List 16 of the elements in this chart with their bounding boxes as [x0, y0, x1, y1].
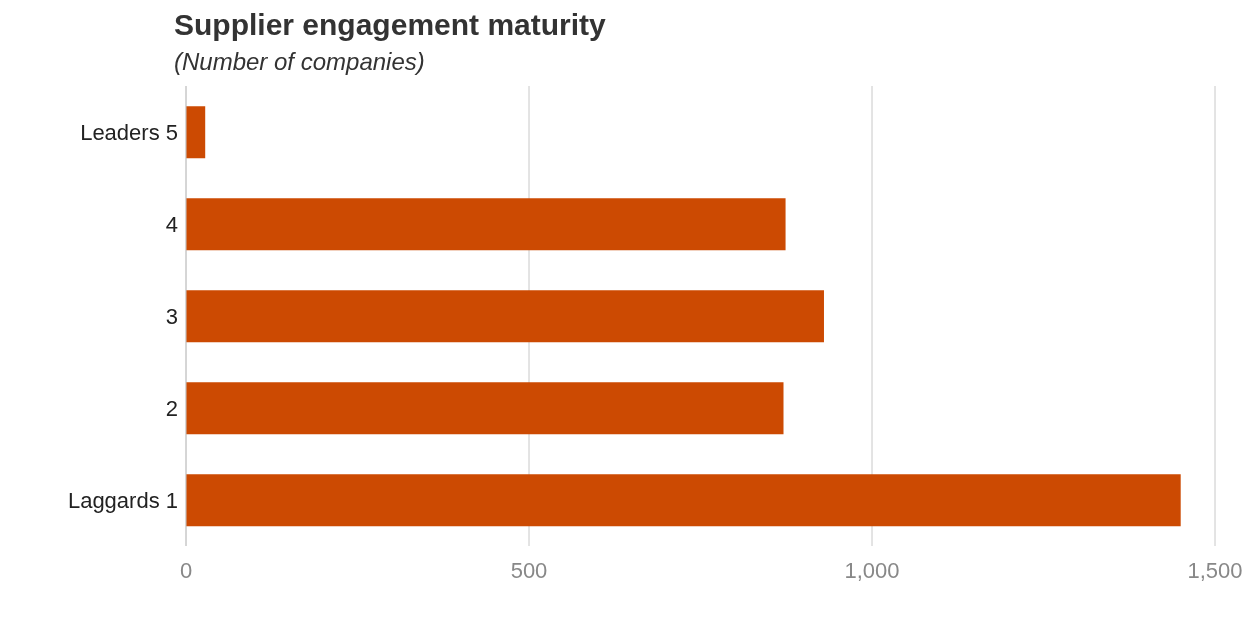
bar: [186, 474, 1181, 527]
x-tick-label: 1,000: [844, 557, 900, 583]
y-tick-label: 4: [165, 211, 178, 237]
bar: [186, 382, 784, 435]
x-tick-label: 0: [179, 557, 193, 583]
bar: [186, 106, 206, 159]
y-tick-label: Laggards 1: [67, 487, 178, 513]
chart-subtitle: (Number of companies): [174, 48, 426, 76]
y-tick-label: Leaders 5: [80, 119, 178, 145]
x-tick-label: 1,500: [1187, 557, 1243, 583]
bar: [186, 290, 824, 343]
y-tick-label: 3: [165, 303, 178, 329]
bar: [186, 198, 786, 251]
y-tick-label: 2: [165, 395, 178, 421]
chart-title: Supplier engagement maturity: [174, 8, 607, 42]
x-tick-label: 500: [510, 557, 548, 583]
